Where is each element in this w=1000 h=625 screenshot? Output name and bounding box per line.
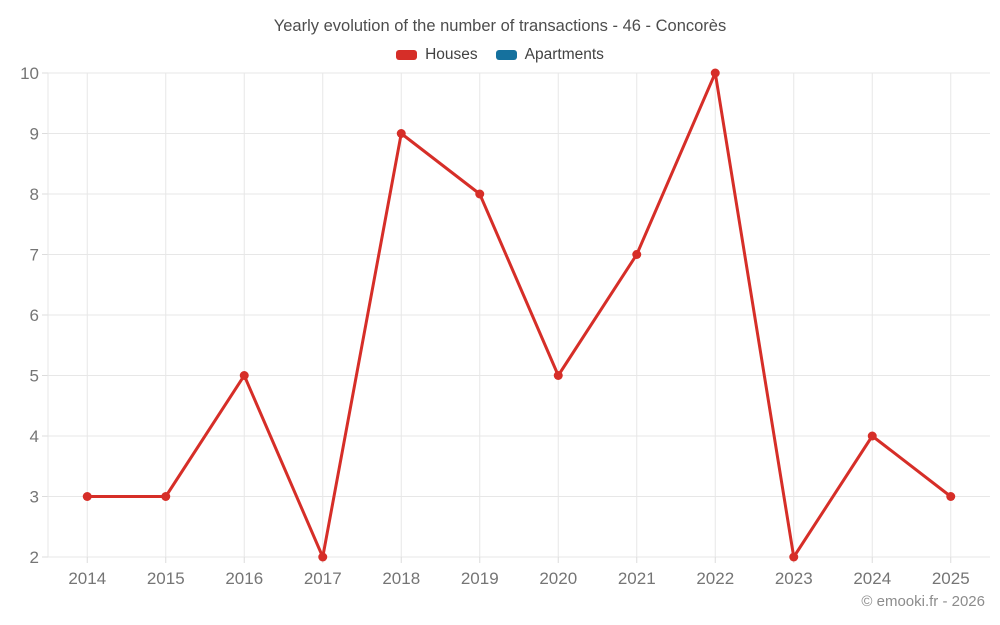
data-point <box>553 371 563 380</box>
copyright-footer: © emooki.fr - 2026 <box>861 593 985 610</box>
x-axis-label: 2021 <box>618 569 656 588</box>
data-point <box>710 68 720 78</box>
x-axis-label: 2015 <box>147 569 185 588</box>
data-point <box>789 552 799 562</box>
x-axis-label: 2018 <box>382 569 420 588</box>
x-axis-label: 2016 <box>225 569 263 588</box>
y-axis-label: 7 <box>30 246 39 265</box>
x-axis-label: 2024 <box>853 569 891 588</box>
x-axis-label: 2019 <box>461 569 499 588</box>
x-axis-label: 2025 <box>932 569 970 588</box>
y-axis-label: 8 <box>30 185 39 204</box>
data-point <box>239 371 249 380</box>
data-point <box>82 492 92 501</box>
apartments-legend-label: Apartments <box>524 46 604 63</box>
data-point <box>867 431 877 441</box>
x-axis-label: 2022 <box>696 569 734 588</box>
data-point <box>475 189 485 199</box>
data-point <box>632 250 642 259</box>
x-axis-label: 2014 <box>68 569 106 588</box>
legend-item-houses[interactable]: Houses <box>396 46 478 64</box>
houses-legend-swatch <box>396 50 418 60</box>
data-point <box>396 129 406 138</box>
data-point <box>946 492 956 501</box>
y-axis-label: 2 <box>30 548 39 567</box>
y-axis-label: 9 <box>30 125 39 144</box>
legend-item-apartments[interactable]: Apartments <box>495 46 604 64</box>
data-point <box>318 552 328 562</box>
x-axis-label: 2023 <box>775 569 813 588</box>
apartments-legend-swatch <box>495 50 517 60</box>
y-axis-label: 3 <box>30 488 39 507</box>
series-line-houses <box>85 71 953 559</box>
y-axis-label: 4 <box>30 427 39 446</box>
y-axis-label: 5 <box>30 367 39 386</box>
chart-legend: Houses Apartments <box>0 46 1000 64</box>
x-axis-label: 2017 <box>304 569 342 588</box>
y-axis-label: 10 <box>20 64 39 83</box>
data-point <box>161 492 171 501</box>
houses-legend-label: Houses <box>425 46 478 63</box>
chart-title: Yearly evolution of the number of transa… <box>273 17 727 35</box>
x-axis-label: 2020 <box>539 569 577 588</box>
y-axis-label: 6 <box>30 306 39 325</box>
